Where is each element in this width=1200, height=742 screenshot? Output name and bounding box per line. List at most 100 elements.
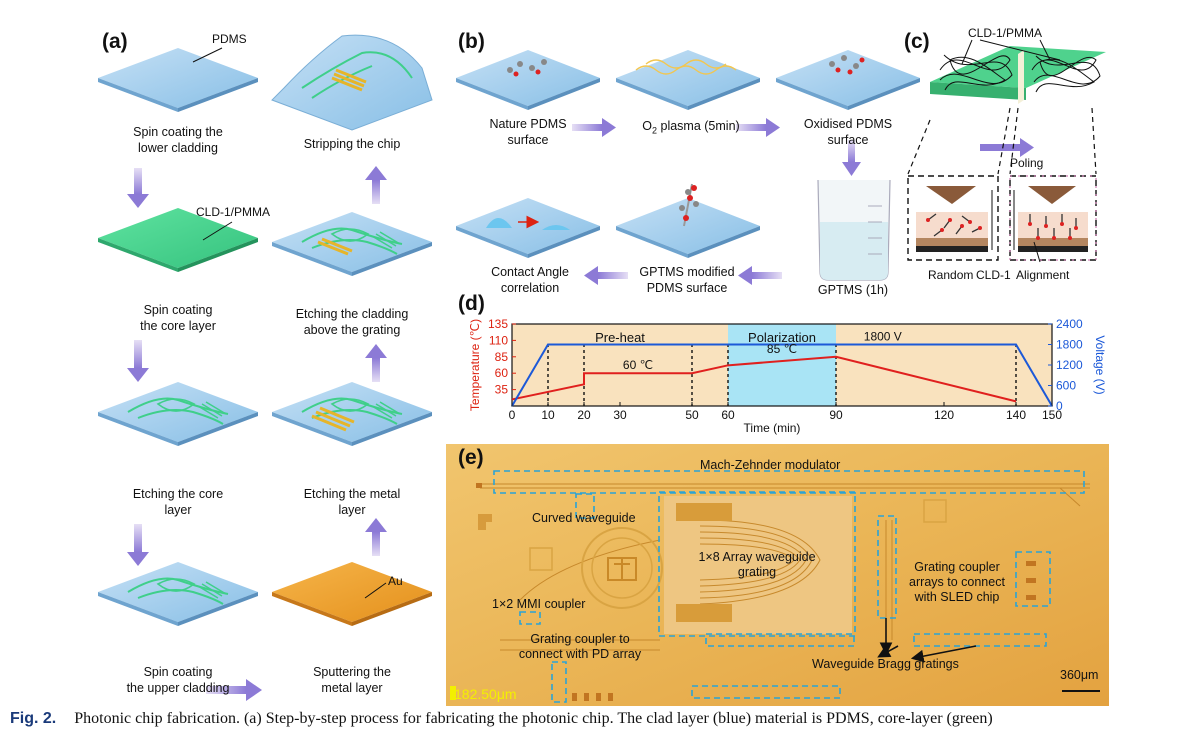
yl-tick-label-4: 135 (488, 317, 508, 331)
c-alignment-label: Alignment (1016, 268, 1070, 282)
region-label-polarization: Polarization (748, 330, 816, 345)
c-alignment-box (1009, 175, 1097, 261)
slab-upper-cladding (98, 562, 258, 626)
slab-gold (272, 562, 432, 626)
x-tick-label-1: 10 (541, 408, 555, 422)
b-slab-1 (456, 50, 600, 110)
c-random-label: Random (928, 268, 974, 282)
arrow-a-5 (365, 518, 387, 556)
chart-series-line-1 (511, 343, 1053, 407)
x-tick-label-5: 60 (721, 408, 735, 422)
c-poling-device (907, 39, 1106, 175)
pdms-leader (192, 47, 223, 63)
region-label-preheat: Pre-heat (595, 330, 645, 345)
arrow-a-7 (365, 166, 387, 204)
x-tick-label-9: 150 (1042, 408, 1062, 422)
chart-series-line-0 (511, 355, 1017, 403)
slab-stripping (271, 34, 433, 131)
cld-pmma-label: CLD-1/PMMA (196, 205, 271, 219)
arrow-b-5 (584, 266, 628, 285)
step-a-6: Etching the metal layer (303, 487, 401, 517)
b-slab-2 (616, 50, 760, 110)
slab-core (98, 208, 258, 272)
arrow-a-2 (127, 340, 149, 382)
cld-leader (202, 221, 233, 241)
chart-region-1 (728, 324, 836, 406)
step-a-4: Spin coating the upper cladding (126, 665, 230, 695)
x-axis-label: Time (min) (744, 421, 801, 435)
slab-etch-cladding (272, 212, 432, 276)
y-axis-label-right: Voltage (V) (1093, 335, 1107, 394)
e-grating-sled-label: Grating coupler arrays to connect with SLE… (909, 560, 1005, 604)
yr-tick-label-1: 600 (1056, 379, 1076, 393)
yr-tick-label-3: 1800 (1056, 338, 1083, 352)
yl-tick-label-3: 110 (489, 333, 508, 347)
x-tick-label-0: 0 (509, 408, 516, 422)
arrow-a-3 (127, 524, 149, 566)
step-a-5: Sputtering the metal layer (313, 665, 391, 695)
arrow-b-2 (736, 118, 780, 137)
e-bragg-label: Waveguide Bragg gratings (812, 657, 959, 671)
b-slab-6 (456, 198, 600, 258)
yl-tick-label-0: 35 (495, 383, 509, 397)
figure-caption: Fig. 2. Photonic chip fabrication. (a) St… (10, 710, 1200, 728)
c-top-label: CLD-1/PMMA (968, 26, 1043, 40)
c-cld-label: CLD-1 (976, 268, 1011, 282)
x-tick-label-4: 50 (685, 408, 699, 422)
x-tick-label-7: 120 (934, 408, 954, 422)
step-a-1: Spin coating the lower cladding (133, 125, 223, 155)
e-grating-pd-label: Grating coupler to connect with PD array (518, 632, 642, 661)
au-label: Au (388, 574, 403, 588)
panel-c-label: (c) (904, 30, 930, 53)
c-poling-label: Poling (1010, 156, 1044, 170)
b-slab-3 (776, 50, 920, 110)
yr-tick-label-2: 1200 (1056, 358, 1083, 372)
step-b-2: O2 plasma (5min) (642, 119, 740, 136)
yr-tick-label-4: 2400 (1056, 317, 1083, 331)
panel-e-label: (e) (458, 446, 484, 469)
slab-etch-metal (272, 382, 432, 446)
e-yellow-readout: 182.50μm (454, 686, 517, 702)
e-scalebar-label: 360μm (1060, 668, 1099, 682)
temp-60-label: 60 ℃ (623, 358, 653, 372)
arrow-a-6 (365, 344, 387, 382)
y-axis-label-left: Temperature (℃) (468, 319, 482, 411)
beaker-icon (817, 179, 891, 281)
yl-tick-label-1: 60 (495, 366, 509, 380)
arrow-a-4 (206, 679, 262, 701)
figure-number: Fig. 2. (10, 710, 57, 727)
x-tick-label-3: 30 (613, 408, 627, 422)
temp-85-label: 85 ℃ (767, 342, 797, 356)
step-b-6: Contact Angle correlation (491, 265, 569, 295)
voltage-1800-label: 1800 V (864, 330, 902, 344)
step-a-8: Stripping the chip (303, 137, 401, 151)
x-tick-label-8: 140 (1006, 408, 1026, 422)
caption-text: Photonic chip fabrication. (a) Step-by-s… (74, 710, 993, 727)
step-b-4: GPTMS (1h) (817, 283, 889, 297)
slab-pdms (98, 48, 258, 112)
step-b-3: Oxidised PDMS surface (803, 117, 893, 147)
b-slab-5 (616, 183, 760, 258)
arrow-b-3 (842, 140, 861, 176)
e-mzm-label: Mach-Zehnder modulator (700, 458, 841, 472)
x-tick-label-6: 90 (829, 408, 843, 422)
arrow-b-4 (738, 266, 782, 285)
panel-b-label: (b) (458, 30, 485, 53)
chip-photo (446, 444, 1109, 706)
slab-etch-core (98, 382, 258, 446)
panel-a-label: (a) (102, 30, 128, 53)
pdms-label: PDMS (212, 32, 247, 46)
step-a-3: Etching the core layer (132, 487, 224, 517)
step-b-5: GPTMS modified PDMS surface (639, 265, 735, 295)
chart-d: 0 10 20 30 50 60 90 120 140 150 35 60 85 110 135 0 600 12… (468, 317, 1107, 435)
yl-tick-label-2: 85 (495, 350, 509, 364)
c-random-box (907, 175, 999, 261)
step-b-1: Nature PDMS surface (489, 117, 567, 147)
x-tick-label-2: 20 (577, 408, 591, 422)
yr-tick-label-0: 0 (1056, 399, 1063, 413)
e-array-label: 1×8 Array waveguide grating (698, 550, 816, 579)
panel-d-label: (d) (458, 292, 485, 315)
step-a-7: Etching the cladding above the grating (295, 307, 409, 337)
au-leader (364, 582, 387, 599)
